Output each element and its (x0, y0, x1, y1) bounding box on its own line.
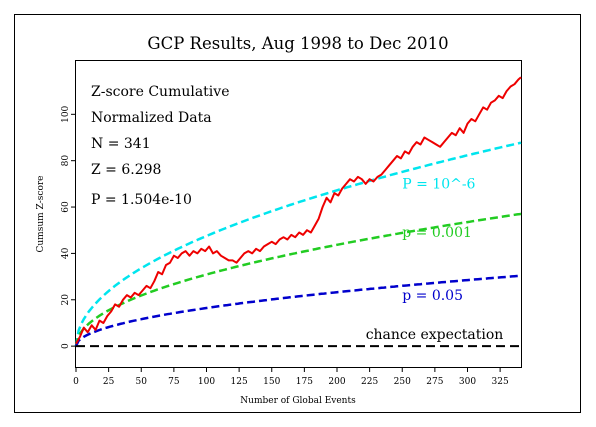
curve-labels: P = 10^-6 p = 0.001 p = 0.05 chance expecta… (366, 177, 504, 344)
reference-curve-p-10-6 (74, 141, 522, 347)
stats-block: Z-score Cumulative Normalized Data N = 3… (91, 84, 229, 208)
y-tick-label-0: 0 (61, 343, 71, 349)
x-tick-label-175: 175 (296, 377, 313, 387)
y-tick-label-20: 20 (61, 294, 71, 306)
y-tick-label-100: 100 (61, 105, 71, 122)
stats-p: P = 1.504e-10 (91, 192, 192, 208)
x-tick-label-150: 150 (263, 377, 280, 387)
stats-heading: Z-score Cumulative (91, 84, 229, 100)
stats-z: Z = 6.298 (91, 162, 161, 178)
y-tick-label-60: 60 (61, 201, 71, 213)
x-tick-label-50: 50 (136, 377, 148, 387)
x-tick-label-200: 200 (328, 377, 345, 387)
axes: 0 25 50 75 100 125 150 175 200 225 250 275 300 325 0 20… (61, 105, 509, 387)
x-tick-label-250: 250 (394, 377, 411, 387)
data-series (75, 76, 522, 345)
y-tick-label-40: 40 (61, 247, 71, 259)
plot-area (75, 60, 522, 368)
reference-curves (74, 141, 522, 348)
curve-label-p-10-6: P = 10^-6 (402, 177, 475, 193)
y-axis-label: Cumsum Z-score (36, 175, 46, 252)
x-tick-label-225: 225 (361, 377, 378, 387)
x-axis-label: Number of Global Events (240, 396, 356, 406)
x-tick-label-25: 25 (103, 377, 115, 387)
x-tick-label-0: 0 (73, 377, 79, 387)
y-tick-label-80: 80 (61, 155, 71, 167)
data-series-line-0 (75, 76, 522, 345)
x-tick-label-75: 75 (168, 377, 180, 387)
x-tick-label-100: 100 (198, 377, 215, 387)
curve-label-chance-expectation: chance expectation (366, 327, 504, 343)
reference-curve-p-0-001 (74, 212, 522, 347)
chart-title: GCP Results, Aug 1998 to Dec 2010 (147, 34, 448, 53)
reference-curve-p-0-05 (74, 274, 522, 347)
curve-label-p-0-001: p = 0.001 (402, 225, 472, 241)
x-tick-label-300: 300 (459, 377, 476, 387)
outer-frame (14, 14, 581, 413)
curve-label-p-0-05: p = 0.05 (402, 288, 463, 304)
x-tick-label-125: 125 (231, 377, 248, 387)
stats-n: N = 341 (91, 136, 151, 152)
x-tick-label-325: 325 (492, 377, 509, 387)
stats-subheading: Normalized Data (91, 110, 212, 126)
x-tick-label-275: 275 (426, 377, 443, 387)
